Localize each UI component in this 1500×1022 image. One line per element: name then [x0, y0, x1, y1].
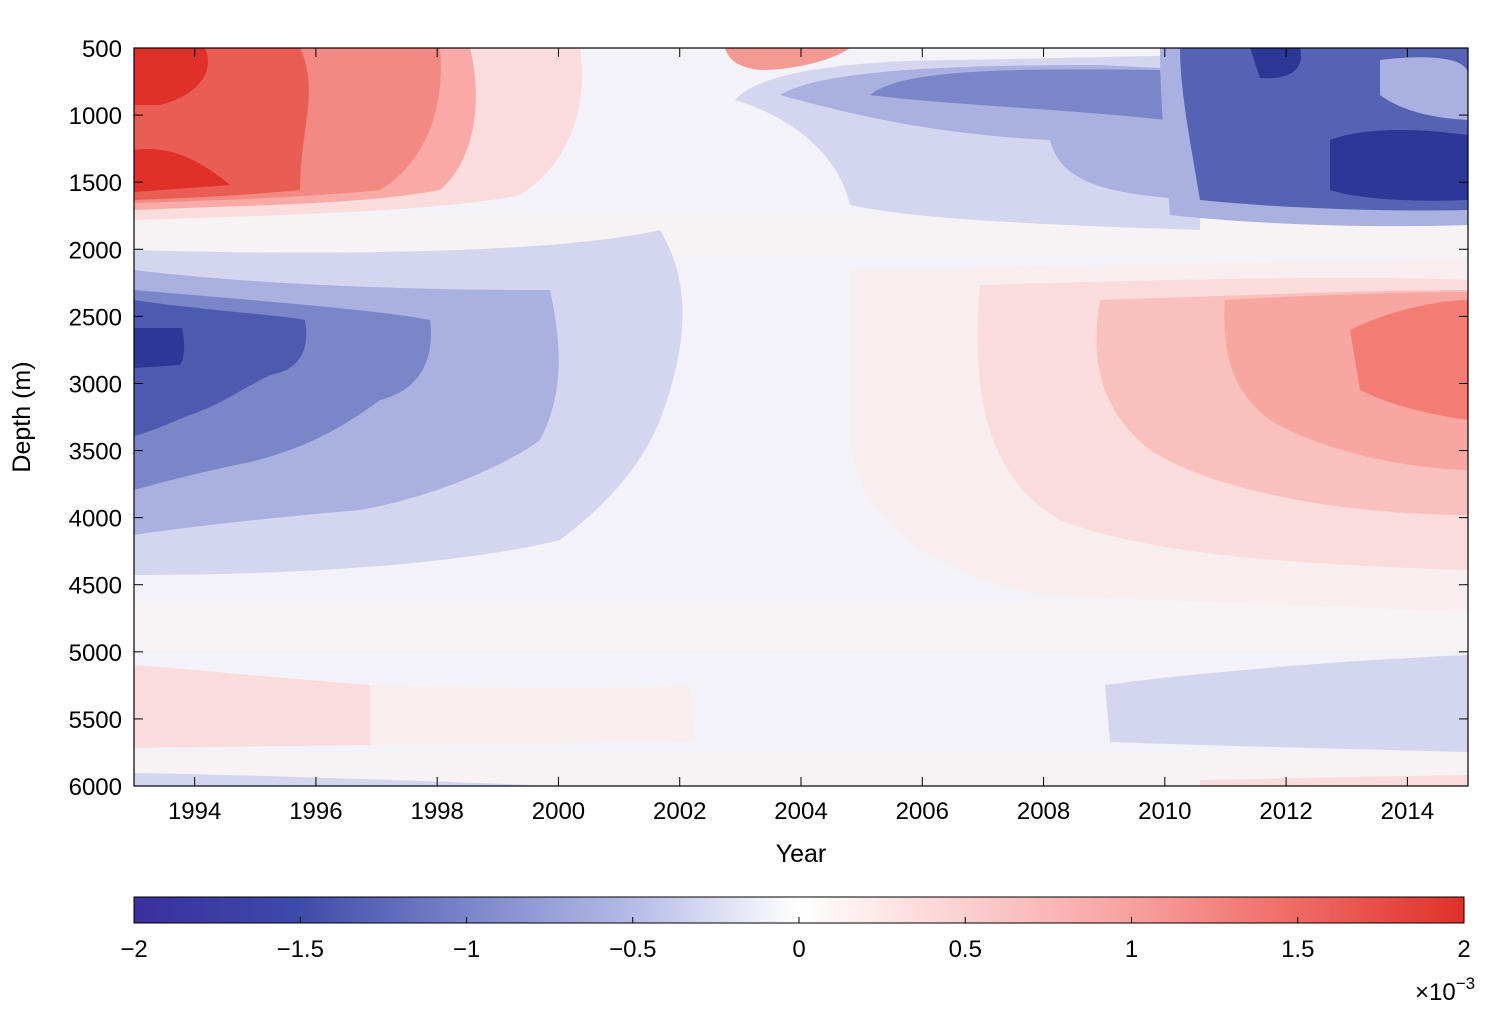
colorbar-tick-label: 0.5: [949, 936, 982, 963]
region-bottom-left-negative: [134, 773, 560, 786]
region-bottom-right-positive: [1200, 775, 1468, 786]
colorbar-tick-label: 1: [1125, 936, 1138, 963]
region-upper-mid-negative-strong: [870, 69, 1165, 120]
colorbar-ticks: −2 −1.5 −1 −0.5 0 0.5 1 1.5 2: [120, 917, 1471, 963]
colorbar-tick-label: −1: [453, 936, 480, 963]
x-axis-title: Year: [776, 840, 827, 868]
region-upper-2003-positive: [725, 48, 850, 70]
colorbar-multiplier-exponent: −3: [1456, 974, 1475, 993]
colorbar-tick-label: −2: [120, 936, 147, 963]
colorbar-tick-label: 1.5: [1281, 936, 1314, 963]
y-tick-label: 3500: [69, 439, 122, 466]
x-tick-label: 2002: [653, 798, 706, 825]
y-tick-label: 2500: [69, 304, 122, 331]
y-tick-label: 1000: [69, 103, 122, 130]
y-tick-label: 4500: [69, 573, 122, 600]
region-upper-right-negative-peak: [1250, 48, 1301, 79]
colorbar-tick-label: 2: [1457, 936, 1470, 963]
x-tick-label: 2008: [1017, 798, 1070, 825]
y-tick-label: 500: [82, 36, 122, 63]
x-tick-label: 2014: [1381, 798, 1434, 825]
region-mid-left-negative-core: [134, 328, 185, 368]
colorbar-tick-label: 0: [792, 936, 805, 963]
y-tick-label: 2000: [69, 237, 122, 264]
x-tick-label: 2012: [1259, 798, 1312, 825]
plot-area: [133, 47, 1469, 787]
region-mid-right-positive-core: [1350, 300, 1468, 420]
x-tick-label: 2000: [532, 798, 585, 825]
region-upper-left-positive-peak-2: [134, 149, 230, 192]
y-tick-label: 1500: [69, 170, 122, 197]
region-upper-left-positive-peak: [134, 48, 208, 105]
x-tick-label: 1996: [289, 798, 342, 825]
x-tick-label: 2010: [1138, 798, 1191, 825]
y-axis: 500 1000 1500 2000 2500 3000 3500 4000 4500 5000 5…: [69, 36, 1468, 801]
region-deep-left-positive-faint: [370, 685, 695, 745]
heatmap-layer: [134, 48, 1468, 786]
region-upper-right-negative-strong: [1330, 130, 1468, 201]
x-tick-label: 2004: [774, 798, 827, 825]
x-tick-label: 2006: [896, 798, 949, 825]
colorbar-tick-label: −0.5: [609, 936, 656, 963]
y-tick-label: 5500: [69, 707, 122, 734]
band-near-zero-deep: [134, 600, 1468, 650]
y-tick-label: 5000: [69, 640, 122, 667]
band-near-zero-upper: [134, 215, 1468, 255]
y-tick-label: 4000: [69, 506, 122, 533]
y-axis-title: Depth (m): [8, 361, 36, 472]
region-upper-right-light-patch: [1380, 57, 1468, 120]
colorbar-multiplier: ×10−3: [1415, 974, 1475, 1006]
colorbar-tick-label: −1.5: [277, 936, 324, 963]
colorbar: −2 −1.5 −1 −0.5 0 0.5 1 1.5 2 ×10−3: [120, 896, 1475, 1006]
x-tick-label: 1994: [168, 798, 221, 825]
colorbar-multiplier-base: ×10: [1415, 979, 1456, 1006]
y-tick-label: 6000: [69, 774, 122, 801]
x-tick-label: 1998: [410, 798, 463, 825]
x-axis: 1994 1996 1998 2000 2002 2004 2006 2008 2010 2012…: [168, 48, 1434, 825]
y-tick-label: 3000: [69, 371, 122, 398]
region-deep-left-positive: [134, 665, 370, 748]
region-deep-right-negative: [1105, 655, 1468, 752]
